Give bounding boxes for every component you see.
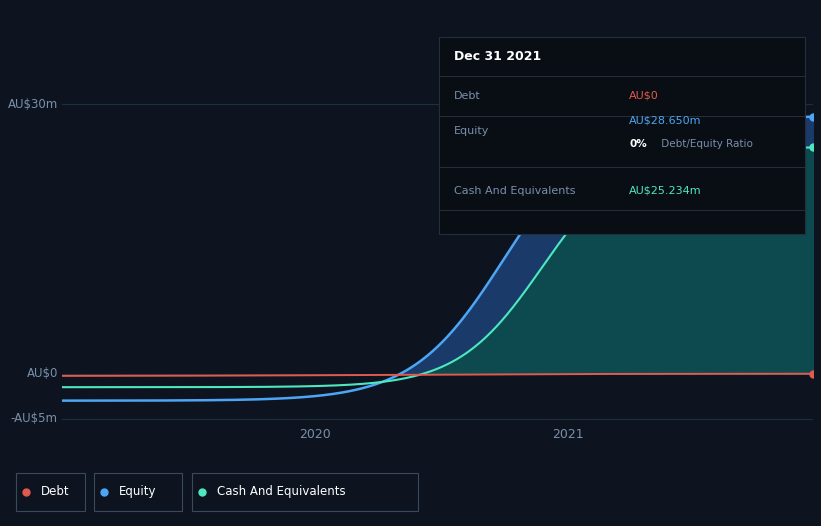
Text: AU$28.650m: AU$28.650m <box>629 116 702 126</box>
Text: 2021: 2021 <box>552 428 583 441</box>
Text: AU$0: AU$0 <box>26 367 57 380</box>
Text: Equity: Equity <box>119 485 157 498</box>
Text: Debt/Equity Ratio: Debt/Equity Ratio <box>658 139 754 149</box>
Text: Debt: Debt <box>41 485 70 498</box>
Text: -AU$5m: -AU$5m <box>11 412 57 425</box>
Text: Dec 31 2021: Dec 31 2021 <box>454 50 541 63</box>
Text: AU$0: AU$0 <box>629 91 659 101</box>
Text: Cash And Equivalents: Cash And Equivalents <box>217 485 346 498</box>
Text: Debt: Debt <box>454 91 480 101</box>
Text: Equity: Equity <box>454 126 489 137</box>
Text: 2020: 2020 <box>299 428 330 441</box>
Text: 0%: 0% <box>629 139 647 149</box>
Text: Cash And Equivalents: Cash And Equivalents <box>454 186 576 196</box>
Text: AU$25.234m: AU$25.234m <box>629 186 702 196</box>
Text: AU$30m: AU$30m <box>7 98 57 111</box>
